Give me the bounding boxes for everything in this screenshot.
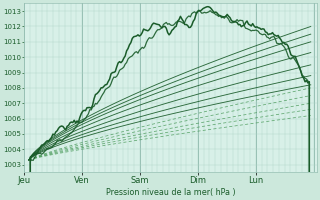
X-axis label: Pression niveau de la mer( hPa ): Pression niveau de la mer( hPa ): [106, 188, 235, 197]
